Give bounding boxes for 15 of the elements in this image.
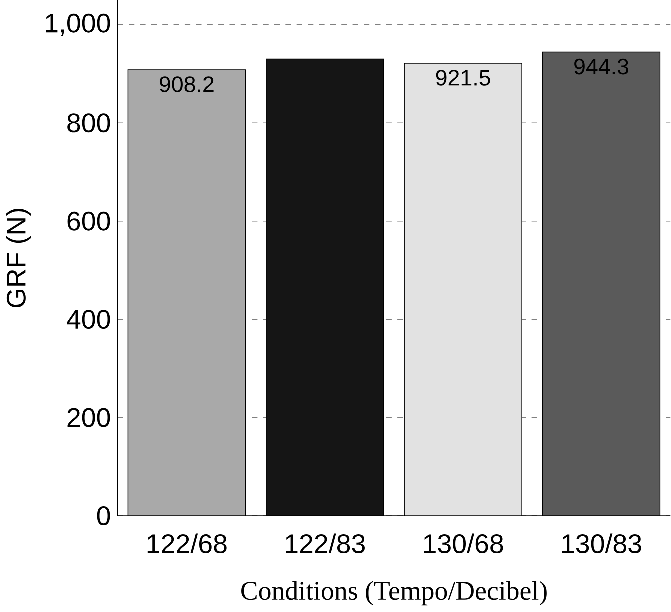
y-tick-label: 800 <box>68 114 110 133</box>
y-tick-label: 0 <box>97 506 110 526</box>
x-tick-label: 130/68 <box>424 534 504 554</box>
y-tick-label: 200 <box>68 408 110 428</box>
y-tick-label: 600 <box>68 212 110 231</box>
x-axis-title: Conditions (Tempo/Decibel) <box>242 581 547 606</box>
y-axis-title: GRF (N) <box>6 209 32 308</box>
x-tick-label: 122/68 <box>148 534 227 554</box>
y-tick-label: 1,000 <box>46 14 110 36</box>
data-label: 944.3 <box>574 58 629 75</box>
x-tick-label: 130/83 <box>562 534 642 554</box>
y-tick-label: 400 <box>67 310 110 330</box>
data-label: 921.5 <box>436 70 490 86</box>
data-label: 908.2 <box>160 76 214 93</box>
x-tick-label: 122/83 <box>286 534 365 554</box>
